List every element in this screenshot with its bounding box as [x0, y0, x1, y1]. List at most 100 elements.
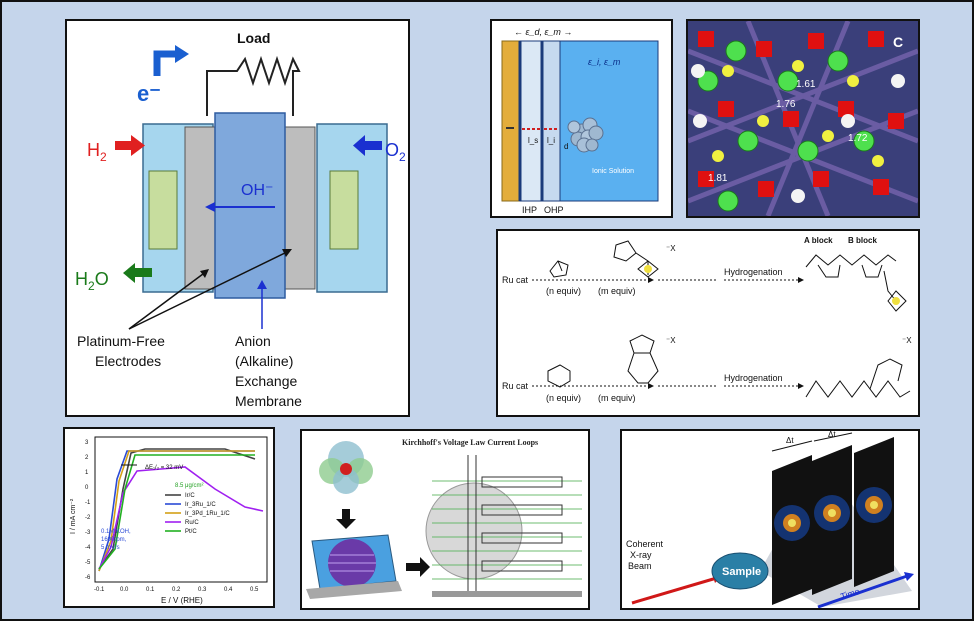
- coherent-2: X-ray: [630, 550, 652, 560]
- x-tick-label: -0.1: [94, 587, 105, 593]
- x-anion-2: ⁻X: [666, 336, 676, 345]
- membrane-label-4: Membrane: [235, 393, 302, 409]
- electrode-slab: [501, 40, 521, 202]
- conditions-1: 0.1M KOH,: [101, 529, 131, 535]
- detector-frame-1: [772, 455, 812, 605]
- li-label: l_i: [547, 136, 555, 145]
- electron-label: e⁻: [137, 81, 161, 106]
- curve-ir3pd1ru1: [98, 450, 255, 572]
- x-tick-label: 0.5: [250, 587, 259, 593]
- x-tick-label: 0.2: [172, 587, 181, 593]
- polymer-panel: Ru cat (n equiv) (m equiv) Hydrogenation…: [496, 229, 920, 417]
- ground-plate: [432, 591, 582, 597]
- sample-ellipse: [711, 552, 769, 590]
- green-atoms: [697, 40, 875, 212]
- legend-label: Ir/C: [185, 493, 195, 499]
- b-block-label: B block: [848, 236, 877, 245]
- y-tick-label: -4: [85, 545, 91, 551]
- ls-label: l_s: [528, 136, 538, 145]
- y-tick-label: -3: [85, 530, 91, 536]
- membrane-label-2: (Alkaline): [235, 353, 293, 369]
- cavity-model: [306, 534, 402, 599]
- cathode-gasket: [329, 170, 359, 250]
- distance-3: 1.72: [848, 133, 868, 144]
- ion-cluster: [567, 117, 604, 153]
- anode-gasket: [148, 170, 178, 250]
- y-axis-label: I / mA cm⁻²: [70, 498, 77, 534]
- oh-arrow: [205, 202, 215, 212]
- y-tick-label: 0: [85, 485, 89, 491]
- y-tick-label: 1: [85, 470, 89, 476]
- hydrogenation-2: Hydrogenation: [724, 373, 783, 383]
- polarization-panel: -0.1 0.0 0.1 0.2 0.3 0.4 0.5 3 2 1 0 -1 -2 -3 -4 -5 -6 …: [63, 427, 275, 608]
- electrodes-label-1: Platinum-Free: [77, 333, 165, 349]
- loading-label: 8.5 μg/cm²: [175, 483, 203, 489]
- h2o-arrow: [123, 263, 135, 283]
- dt-label-1: Δt: [786, 436, 794, 445]
- molecule-icon: [319, 441, 373, 494]
- detector-frame-3: [854, 437, 894, 587]
- imidazolium-monomer: [627, 334, 659, 384]
- down-arrow: [336, 509, 356, 529]
- ohp-label: OHP: [544, 205, 564, 215]
- circuit-wire: [206, 55, 301, 116]
- x-anion-3: ⁻X: [902, 336, 912, 345]
- y-tick-label: 3: [85, 440, 89, 446]
- n-equiv-2: (n equiv): [546, 393, 581, 403]
- legend-label: Ir_3Pd_1Ru_1/C: [185, 511, 230, 517]
- double-layer-panel: ← ε_d, ε_m → ε_i, ε_m Ionic Solution l_s…: [490, 19, 673, 218]
- detector-frame-2: [812, 445, 852, 595]
- curve-ir-c: [98, 448, 256, 570]
- ihp-label: IHP: [522, 205, 537, 215]
- kirchhoff-title: Kirchhoff's Voltage Law Current Loops: [402, 438, 538, 447]
- coherent-1: Coherent: [626, 539, 664, 549]
- y-tick-label: -2: [85, 515, 91, 521]
- n-equiv-1: (n equiv): [546, 286, 581, 296]
- monomer-2-structure: [613, 240, 659, 278]
- distance-4: 1.81: [708, 173, 728, 184]
- coherent-3: Beam: [628, 561, 652, 571]
- x-tick-label: 0.4: [224, 587, 233, 593]
- norbornene-1: [549, 260, 569, 278]
- membrane: [214, 112, 286, 299]
- yellow-atoms: [712, 60, 884, 167]
- h2-label: H2: [87, 140, 107, 164]
- ru-cat-1: Ru cat: [502, 275, 529, 285]
- legend-label: Ir_3Ru_1/C: [185, 502, 216, 508]
- o2-arrow: [353, 135, 365, 156]
- kirchhoff-panel: Kirchhoff's Voltage Law Current Loops: [300, 429, 590, 610]
- x-axis-label: E / V (RHE): [161, 596, 203, 605]
- red-atoms: [698, 31, 904, 197]
- fuel-cell-panel: Load e⁻ H2 O2: [65, 19, 410, 417]
- top-eps-label: ← ε_d, ε_m →: [514, 27, 572, 37]
- ionic-solution-label: Ionic Solution: [592, 168, 634, 175]
- x-anion-1: ⁻X: [666, 244, 676, 253]
- white-atoms: [691, 64, 905, 203]
- x-tick-label: 0.3: [198, 587, 207, 593]
- ihp-layer: [519, 40, 543, 202]
- hydrogenation-1: Hydrogenation: [724, 267, 783, 277]
- ohp-layer: [541, 40, 561, 202]
- membrane-label-3: Exchange: [235, 373, 297, 389]
- m-equiv-2: (m equiv): [598, 393, 636, 403]
- electrodes-label-2: Electrodes: [95, 353, 161, 369]
- y-tick-label: -1: [85, 500, 91, 506]
- electron-arrow: [153, 50, 175, 76]
- crystal-corner-label: C: [893, 34, 903, 50]
- o2-label: O2: [385, 140, 406, 164]
- y-tick-label: 2: [85, 455, 89, 461]
- crystal-panel: C 1.61 1.76 1.72 1.81: [686, 19, 920, 218]
- distance-2: 1.76: [776, 99, 796, 110]
- d-label: d: [564, 142, 568, 151]
- polymer-chain-2: [805, 358, 911, 398]
- ru-cat-2: Ru cat: [502, 381, 529, 391]
- delta-e-label: ΔE₁/₂ = 32 mV: [145, 465, 183, 471]
- conditions-3: 5 mV/s: [101, 545, 120, 551]
- right-arrow: [406, 557, 430, 577]
- h2o-label: H2O: [75, 269, 109, 293]
- h2-arrow: [131, 135, 145, 156]
- load-label: Load: [237, 30, 270, 46]
- legend-label: Ru/C: [185, 520, 199, 526]
- m-equiv-1: (m equiv): [598, 286, 636, 296]
